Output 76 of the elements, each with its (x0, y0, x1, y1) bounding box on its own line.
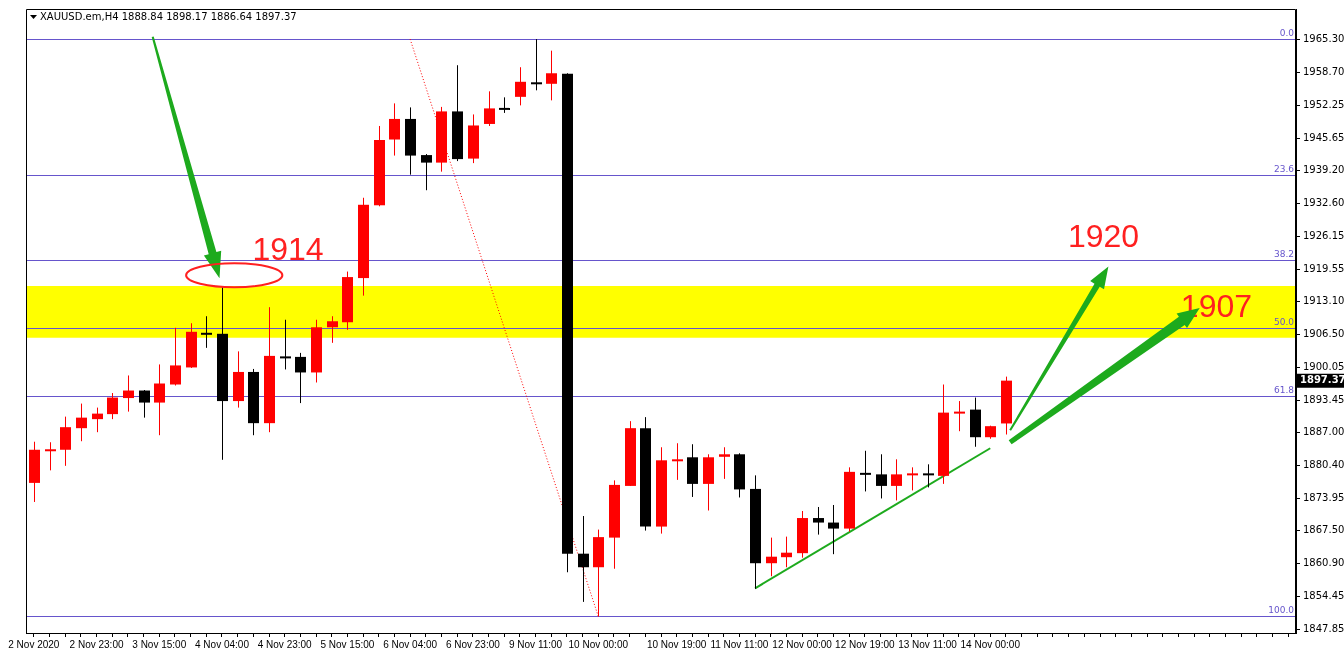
x-tick-label: 6 Nov 23:00 (445, 638, 501, 650)
y-tick-label: 1965.30 (1303, 33, 1344, 45)
x-tick-label: 3 Nov 15:00 (132, 638, 187, 650)
candlestick (766, 537, 777, 577)
y-tick-label: 1913.10 (1303, 295, 1344, 307)
annotation: 50.0 (1273, 316, 1295, 327)
y-tick-label: 1867.50 (1303, 524, 1344, 536)
candlestick (139, 389, 150, 419)
y-tick-label: 1880.40 (1303, 459, 1344, 471)
candlestick (813, 506, 824, 536)
candlestick (107, 392, 118, 420)
x-tick-label: 9 Nov 11:00 (508, 638, 563, 650)
candlestick (45, 441, 56, 471)
candlestick (389, 102, 400, 157)
candlestick (123, 374, 134, 413)
candlestick (531, 38, 542, 91)
x-tick-label: 4 Nov 04:00 (195, 638, 250, 650)
x-tick-label: 12 Nov 00:00 (772, 638, 833, 650)
candlestick (60, 416, 71, 467)
annotation: 38.2 (1273, 248, 1294, 259)
y-tick-label: 1932.60 (1303, 197, 1344, 209)
y-tick-label: 1887.00 (1303, 426, 1344, 438)
y-tick-label: 1906.50 (1303, 328, 1344, 340)
candlestick (170, 327, 181, 387)
x-tick-label: 10 Nov 19:00 (646, 638, 707, 650)
y-tick-label: 1900.05 (1303, 360, 1344, 372)
candlestick (421, 153, 432, 191)
annotation: 0.0 (1279, 27, 1295, 38)
candlestick (719, 446, 730, 480)
candlestick (578, 515, 589, 603)
candlestick (828, 504, 839, 555)
x-tick-label: 12 Nov 19:00 (835, 638, 895, 650)
candlestick (907, 466, 918, 491)
candlestick (860, 450, 871, 492)
candlestick (327, 315, 338, 344)
candlestick (280, 319, 291, 370)
y-tick-label: 1860.90 (1303, 557, 1344, 569)
text: 1897.37 (1300, 374, 1344, 386)
annotation: 1920 (1067, 218, 1140, 255)
x-tick-label: 14 Nov 00:00 (960, 638, 1021, 650)
y-tick-label: 1919.55 (1303, 262, 1344, 274)
candlestick (76, 403, 87, 442)
chart-title: XAUUSD.em,H4 1888.84 1898.17 1886.64 1897.37 (40, 10, 297, 22)
candlestick (92, 407, 103, 433)
x-tick-label: 5 Nov 15:00 (320, 638, 375, 650)
y-tick-label: 1854.45 (1303, 589, 1344, 601)
y-tick-label: 1939.20 (1303, 164, 1344, 176)
candlestick (295, 352, 306, 404)
x-tick-label: 2 Nov 23:00 (69, 638, 124, 650)
candlestick (484, 90, 495, 127)
y-tick-label: 1958.70 (1303, 66, 1344, 78)
y-tick-label: 1873.95 (1303, 491, 1344, 503)
candlestick (201, 315, 212, 349)
y-tick-label: 1847.85 (1303, 622, 1344, 634)
x-tick-label: 10 Nov 00:00 (568, 638, 629, 650)
candlestick (546, 50, 557, 101)
annotation: 61.8 (1273, 384, 1295, 395)
candlestick (954, 400, 965, 432)
annotation: 100.0 (1268, 604, 1295, 615)
y-tick-label: 1893.45 (1303, 393, 1344, 405)
annotation: 23.6 (1273, 163, 1295, 174)
y-tick-label: 1945.65 (1303, 131, 1344, 143)
annotation: 1914 (252, 230, 324, 267)
candlestick (923, 463, 934, 488)
x-tick-label: 13 Nov 11:00 (898, 638, 958, 650)
x-tick-label: 4 Nov 23:00 (257, 638, 313, 650)
x-tick-label: 6 Nov 04:00 (383, 638, 438, 650)
candlestick (672, 442, 683, 481)
candlestick (876, 453, 887, 499)
candlestick (154, 363, 165, 436)
y-tick-label: 1952.25 (1303, 98, 1344, 110)
x-tick-label: 11 Nov 11:00 (710, 638, 769, 650)
x-tick-label: 2 Nov 2020 (8, 638, 60, 650)
y-tick-label: 1926.15 (1303, 229, 1344, 241)
candlestick (515, 66, 526, 106)
candlestick (891, 458, 902, 501)
